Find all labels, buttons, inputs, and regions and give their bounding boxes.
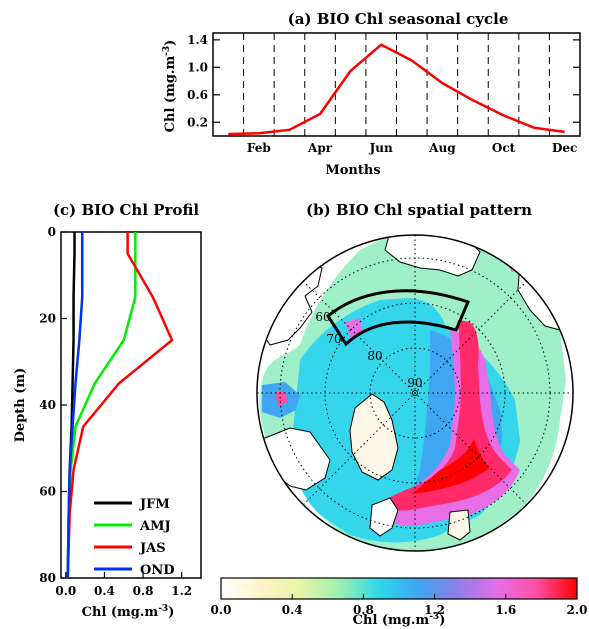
panel-c-x-tick-label: 1.2 <box>171 584 192 598</box>
panel-a-xlabel: Months <box>325 163 380 178</box>
land-southeast <box>447 509 471 541</box>
colorbar-label: Chl (mg.m-3) <box>353 612 446 628</box>
panel-a-series <box>228 43 565 136</box>
panel-a-y-tick-label: 0.6 <box>187 88 208 102</box>
panel-c-y-ticks: 0 20 40 60 80 <box>39 225 67 585</box>
legend-label-jas: JAS <box>139 541 166 556</box>
panel-a-x-tick-label: Apr <box>307 141 333 155</box>
panel-a: (a) BIO Chl seasonal cycle 0.20.61.01.4 … <box>162 10 581 178</box>
polar-grid <box>257 235 573 551</box>
panel-c-y-tick-label: 0 <box>48 225 56 239</box>
colorbar-tick-label: 2.0 <box>567 603 588 617</box>
panel-c-legend: JFM AMJ JAS OND <box>94 497 174 578</box>
panel-a-x-tick-label: Dec <box>552 141 577 155</box>
panel-a-x-tick-label: Oct <box>492 141 516 155</box>
panel-c-y-tick-label: 60 <box>39 485 56 499</box>
colorbar-tick-label: 0.8 <box>353 603 374 617</box>
land-south <box>369 497 399 537</box>
panel-c-ylabel: Depth (m) <box>13 368 28 443</box>
panel-c-x-ticks: 0.0 0.4 0.8 1.2 <box>55 572 192 598</box>
study-region-outline <box>326 289 471 347</box>
panel-a-y-ticks: 0.2 0.6 1.0 1.4 <box>187 33 580 129</box>
map-boundary <box>256 234 574 552</box>
panel-c-y-tick-label: 20 <box>39 312 56 326</box>
panel-b-title: (b) BIO Chl spatial pattern <box>306 201 532 219</box>
legend-label-amj: AMJ <box>139 519 171 534</box>
panel-c-series <box>66 232 174 579</box>
meridian-135-315 <box>302 280 528 506</box>
panel-a-x-tick-label: Aug <box>428 141 456 155</box>
panel-a-ylabel: Chl (mg.m-3) <box>162 40 178 133</box>
panel-a-y-tick-label: 0.2 <box>187 115 208 129</box>
panel-a-x-ticks: Feb Apr Jun Aug Oct Dec <box>247 141 577 155</box>
panel-c-x-tick-label: 0.4 <box>94 584 115 598</box>
panel-a-y-tick-label: 1.0 <box>187 60 208 74</box>
chl-field-red-core <box>412 440 490 494</box>
panel-a-y-tick-label: 1.4 <box>187 33 208 47</box>
panel-c: (c) BIO Chl Profil 0 20 40 60 80 0.0 0.4 0.8 1.… <box>13 201 202 620</box>
colorbar-tick-label: 0.0 <box>211 603 232 617</box>
panel-b: (b) BIO Chl spatial pattern <box>211 201 588 628</box>
lat-label-60: 60 <box>315 310 330 324</box>
colorbar-tick-label: 0.4 <box>282 603 303 617</box>
chl-field-patch-north <box>345 318 362 338</box>
panel-c-y-tick-label: 80 <box>39 571 56 585</box>
panel-c-xlabel: Chl (mg.m-3) <box>82 604 175 620</box>
colorbar-tick-label: 1.2 <box>424 603 445 617</box>
lat-label-70: 70 <box>326 332 341 346</box>
panel-a-series-line <box>228 43 565 136</box>
chl-field-patch-west-core <box>275 392 288 406</box>
panel-c-y-tick-label: 40 <box>39 398 56 412</box>
panel-c-series-line-ond <box>66 232 84 579</box>
panel-a-x-tick-label: Feb <box>247 141 271 155</box>
panel-c-x-tick-label: 0.0 <box>55 584 76 598</box>
legend-label-jfm: JFM <box>139 497 170 512</box>
panel-c-series-line-jas <box>66 232 174 579</box>
colorbar-ticks: 0.0 0.4 0.8 1.2 1.6 2.0 <box>211 594 588 617</box>
north-pole-marker <box>412 390 418 396</box>
lat-label-90: 90 <box>407 376 422 390</box>
land-central <box>349 393 399 481</box>
panel-c-x-tick-label: 0.8 <box>133 584 154 598</box>
lat-label-80: 80 <box>367 349 382 363</box>
panel-c-title: (c) BIO Chl Profil <box>53 201 199 219</box>
colorbar-tick-label: 1.6 <box>495 603 516 617</box>
panel-a-x-tick-label: Jun <box>369 141 393 155</box>
panel-a-grid <box>243 33 550 136</box>
colorbar <box>220 577 578 600</box>
panel-a-title: (a) BIO Chl seasonal cycle <box>288 10 509 28</box>
legend-label-ond: OND <box>140 563 174 578</box>
